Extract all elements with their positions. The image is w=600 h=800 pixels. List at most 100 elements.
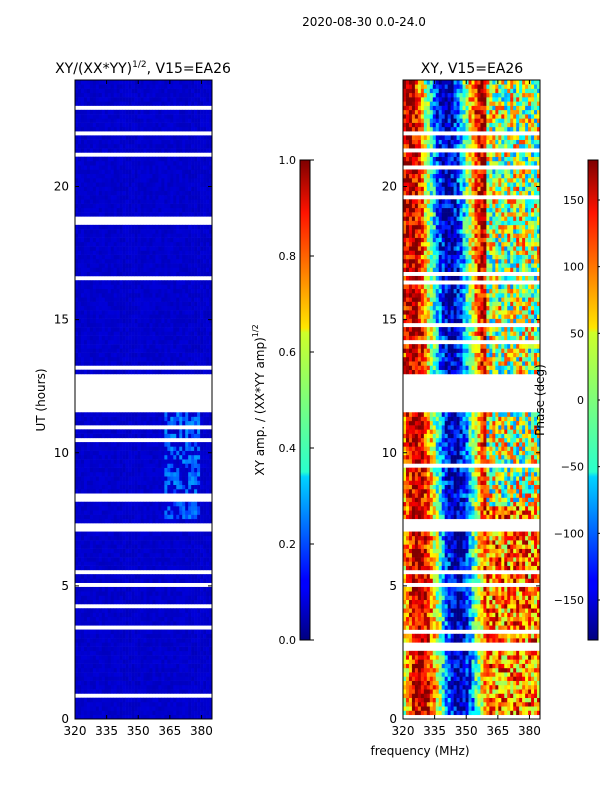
heatmap-cell <box>86 429 91 434</box>
heatmap-cell <box>92 327 97 332</box>
heatmap-cell <box>116 263 120 268</box>
heatmap-cell <box>95 186 100 192</box>
heatmap-cell <box>95 544 100 549</box>
heatmap-cell <box>131 254 135 260</box>
heatmap-cell <box>149 160 153 166</box>
heatmap-cell <box>86 638 91 643</box>
heatmap-cell <box>161 233 165 238</box>
heatmap-cell <box>83 177 88 183</box>
heatmap-cell <box>122 488 126 494</box>
heatmap-cell <box>95 267 100 272</box>
heatmap-cell <box>206 454 210 460</box>
heatmap-cell <box>119 680 123 686</box>
heatmap-cell <box>101 442 106 447</box>
heatmap-cell <box>146 476 150 481</box>
heatmap-cell <box>131 616 135 622</box>
heatmap-cell <box>101 156 106 162</box>
heatmap-cell <box>110 595 115 601</box>
heatmap-cell <box>152 199 156 204</box>
heatmap-cell <box>194 586 198 592</box>
heatmap-cell <box>119 467 123 473</box>
heatmap-cell <box>80 327 85 332</box>
heatmap-cell <box>77 488 82 494</box>
heatmap-cell <box>113 318 117 324</box>
heatmap-cell <box>158 314 162 319</box>
heatmap-cell <box>170 271 174 277</box>
heatmap-cell <box>209 672 213 677</box>
heatmap-cell <box>134 207 138 213</box>
heatmap-cell <box>77 195 82 200</box>
heatmap-cell <box>80 616 85 622</box>
heatmap-cell <box>98 667 103 673</box>
heatmap-cell <box>95 352 100 358</box>
heatmap-cell <box>119 165 123 170</box>
heatmap-cell <box>122 548 126 554</box>
heatmap-cell <box>173 501 177 507</box>
heatmap-cell <box>140 514 144 520</box>
heatmap-cell <box>101 621 106 626</box>
heatmap-cell <box>98 160 103 166</box>
heatmap-cell <box>155 344 159 349</box>
heatmap-cell <box>152 599 156 605</box>
heatmap-cell <box>125 621 129 626</box>
heatmap-cell <box>209 659 213 664</box>
heatmap-cell <box>95 412 100 417</box>
heatmap-cell <box>194 322 198 328</box>
heatmap-cell <box>125 186 129 192</box>
heatmap-cell <box>86 459 91 464</box>
heatmap-cell <box>83 710 88 716</box>
heatmap-cell <box>113 246 117 251</box>
heatmap-cell <box>134 310 138 315</box>
heatmap-cell <box>164 467 168 473</box>
heatmap-cell <box>137 271 141 277</box>
heatmap-cell <box>173 552 177 558</box>
heatmap-cell <box>191 190 195 196</box>
heatmap-cell <box>101 344 106 349</box>
heatmap-cell <box>113 714 117 720</box>
heatmap-cell <box>75 442 79 447</box>
heatmap-cell <box>194 659 198 664</box>
heatmap-cell <box>155 471 159 477</box>
heatmap-cell <box>140 672 144 677</box>
heatmap-cell <box>158 186 162 192</box>
heatmap-cell <box>176 412 180 417</box>
heatmap-cell <box>167 182 171 187</box>
heatmap-cell <box>182 514 186 520</box>
heatmap-cell <box>107 544 112 549</box>
heatmap-cell <box>92 561 97 566</box>
heatmap-cell <box>203 258 207 264</box>
heatmap-cell <box>104 544 109 549</box>
heatmap-cell <box>113 621 117 626</box>
heatmap-cell <box>161 480 165 485</box>
heatmap-cell <box>119 280 123 285</box>
heatmap-cell <box>89 284 94 290</box>
heatmap-cell <box>137 667 141 673</box>
heatmap-cell <box>125 574 129 579</box>
heatmap-cell <box>116 207 120 213</box>
heatmap-cell <box>89 416 94 422</box>
heatmap-cell <box>110 476 115 481</box>
heatmap-cell <box>179 706 183 711</box>
heatmap-cell <box>173 629 177 635</box>
heatmap-cell <box>206 280 210 285</box>
heatmap-cell <box>164 642 168 647</box>
heatmap-cell <box>191 173 195 179</box>
heatmap-cell <box>173 331 177 336</box>
heatmap-cell <box>125 369 129 375</box>
heatmap-cell <box>170 420 174 426</box>
heatmap-cell <box>200 710 204 716</box>
heatmap-cell <box>176 314 180 319</box>
heatmap-cell <box>179 224 183 230</box>
heatmap-cell <box>77 608 82 613</box>
heatmap-cell <box>107 173 112 179</box>
heatmap-cell <box>164 586 168 592</box>
heatmap-cell <box>101 297 106 302</box>
heatmap-cell <box>140 480 144 485</box>
heatmap-cell <box>80 540 85 545</box>
heatmap-cell <box>113 442 117 447</box>
heatmap-cell <box>194 416 198 422</box>
heatmap-cell <box>209 467 213 473</box>
heatmap-cell <box>122 348 126 353</box>
heatmap-cell <box>203 689 207 694</box>
heatmap-cell <box>83 212 88 217</box>
